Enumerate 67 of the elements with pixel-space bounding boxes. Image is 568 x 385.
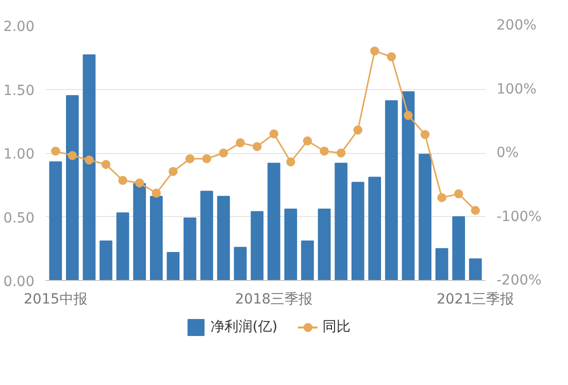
y2-tick-label: -200% — [496, 272, 542, 288]
y-tick-label: 0.00 — [3, 274, 34, 290]
point — [454, 189, 464, 198]
point — [84, 156, 94, 165]
bar — [200, 190, 214, 280]
point — [336, 148, 346, 158]
legend-label: 同比 — [322, 318, 350, 336]
bar — [268, 162, 280, 280]
bar — [82, 54, 96, 280]
bar — [334, 162, 348, 280]
y-tick-label: 2.00 — [3, 19, 34, 35]
y-tick-label: 1.50 — [3, 82, 34, 99]
bar — [318, 208, 331, 280]
bar — [284, 208, 298, 280]
point — [219, 148, 228, 158]
bar — [133, 183, 146, 280]
point — [68, 151, 77, 160]
point — [437, 193, 446, 202]
point — [470, 206, 480, 215]
bar — [351, 182, 364, 280]
bar — [250, 211, 264, 280]
bar — [368, 176, 382, 280]
point — [51, 146, 60, 156]
point — [152, 188, 161, 198]
point — [269, 129, 278, 138]
point — [302, 136, 312, 146]
point — [386, 52, 396, 62]
bar — [217, 196, 230, 280]
point — [286, 157, 296, 166]
point — [370, 46, 380, 56]
x-tick-label: 2018三季报 — [235, 292, 313, 308]
point — [236, 138, 245, 148]
bar — [100, 240, 112, 280]
y2-tick-label: 200% — [496, 18, 537, 34]
y2-tick-label: 100% — [496, 81, 537, 98]
point — [101, 160, 110, 169]
bar — [418, 154, 432, 280]
x-tick-label: 2021三季报 — [436, 292, 514, 308]
y-tick-label: 0.50 — [3, 210, 34, 226]
legend-label: 净利润(亿) — [210, 318, 278, 336]
bar — [184, 218, 196, 280]
bar — [435, 248, 448, 280]
point — [353, 126, 362, 135]
y2-tick-label: 0% — [496, 145, 519, 161]
bar — [402, 91, 415, 280]
point — [202, 154, 212, 164]
y-tick-label: 1.00 — [3, 146, 34, 162]
point — [420, 130, 430, 140]
bar — [385, 100, 398, 280]
point — [320, 146, 329, 156]
point — [185, 154, 194, 164]
point — [252, 142, 262, 152]
bar — [452, 216, 466, 280]
point — [404, 110, 413, 120]
bar — [49, 161, 62, 280]
y2-tick-label: -100% — [496, 208, 542, 225]
bar — [166, 252, 180, 280]
bar — [66, 95, 79, 280]
bar — [469, 258, 482, 280]
bar — [116, 212, 130, 280]
point — [168, 166, 178, 176]
bar — [301, 240, 314, 280]
bar — [234, 246, 247, 280]
point — [135, 178, 144, 188]
x-tick-label: 2015中报 — [24, 292, 88, 308]
bar — [150, 196, 163, 280]
point — [118, 176, 128, 185]
